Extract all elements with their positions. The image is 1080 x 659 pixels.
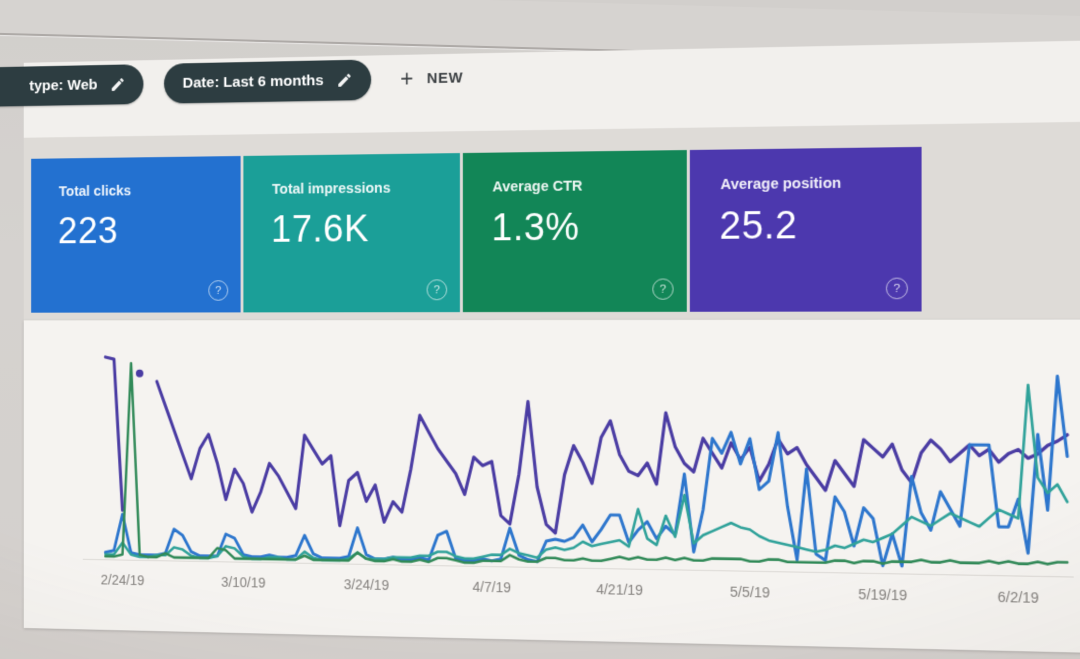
help-icon[interactable]: ? <box>426 279 448 301</box>
filter-chip-date[interactable]: Date: Last 6 months <box>163 59 372 104</box>
card-label: Total impressions <box>272 180 391 198</box>
plus-icon: + <box>400 65 414 92</box>
chart-point-average-position <box>135 369 144 378</box>
card-label: Average position <box>720 175 842 194</box>
help-glyph: ? <box>893 282 901 295</box>
card-label: Average CTR <box>492 178 583 196</box>
help-icon[interactable]: ? <box>885 277 908 300</box>
chart-line-impressions <box>105 381 1067 573</box>
search-console-screen: type: Web Date: Last 6 months + NEW La <box>0 39 1080 654</box>
filter-toolbar: type: Web Date: Last 6 months + NEW La <box>0 39 1080 138</box>
help-glyph: ? <box>433 283 441 296</box>
edit-icon[interactable] <box>110 76 126 93</box>
card-value: 1.3% <box>491 206 580 250</box>
performance-chart[interactable] <box>24 328 1080 641</box>
card-average-ctr[interactable]: Average CTR 1.3% ? <box>462 150 687 313</box>
performance-chart-panel: 2/24/19 3/10/19 3/24/19 4/7/19 4/21/19 5/5/19… <box>23 319 1080 654</box>
help-icon[interactable]: ? <box>208 280 229 301</box>
help-glyph: ? <box>659 283 667 296</box>
metric-cards: Total clicks 223 ? Total impressions 17.… <box>31 146 922 313</box>
help-icon[interactable]: ? <box>652 278 674 300</box>
chart-line-average-position <box>105 357 122 510</box>
filter-chip-date-label: Date: Last 6 months <box>182 71 324 92</box>
card-value: 17.6K <box>271 208 369 251</box>
card-average-position[interactable]: Average position 25.2 ? <box>689 146 922 312</box>
card-total-clicks[interactable]: Total clicks 223 ? <box>31 156 241 313</box>
chart-line-average-position <box>157 381 1067 540</box>
filter-toolbar-row: type: Web Date: Last 6 months + NEW <box>0 40 1080 107</box>
card-value: 25.2 <box>719 204 798 248</box>
filter-chip-search-type[interactable]: type: Web <box>0 64 144 107</box>
card-value: 223 <box>57 210 119 252</box>
new-filter-button[interactable]: + NEW <box>400 65 464 92</box>
help-glyph: ? <box>215 284 222 297</box>
screen-perspective-wrapper: type: Web Date: Last 6 months + NEW La <box>0 39 1080 654</box>
edit-icon[interactable] <box>336 72 352 89</box>
filter-chip-search-type-label: type: Web <box>29 76 98 94</box>
new-button-label: NEW <box>426 69 464 88</box>
card-total-impressions[interactable]: Total impressions 17.6K ? <box>243 153 460 313</box>
card-label: Total clicks <box>58 183 132 200</box>
